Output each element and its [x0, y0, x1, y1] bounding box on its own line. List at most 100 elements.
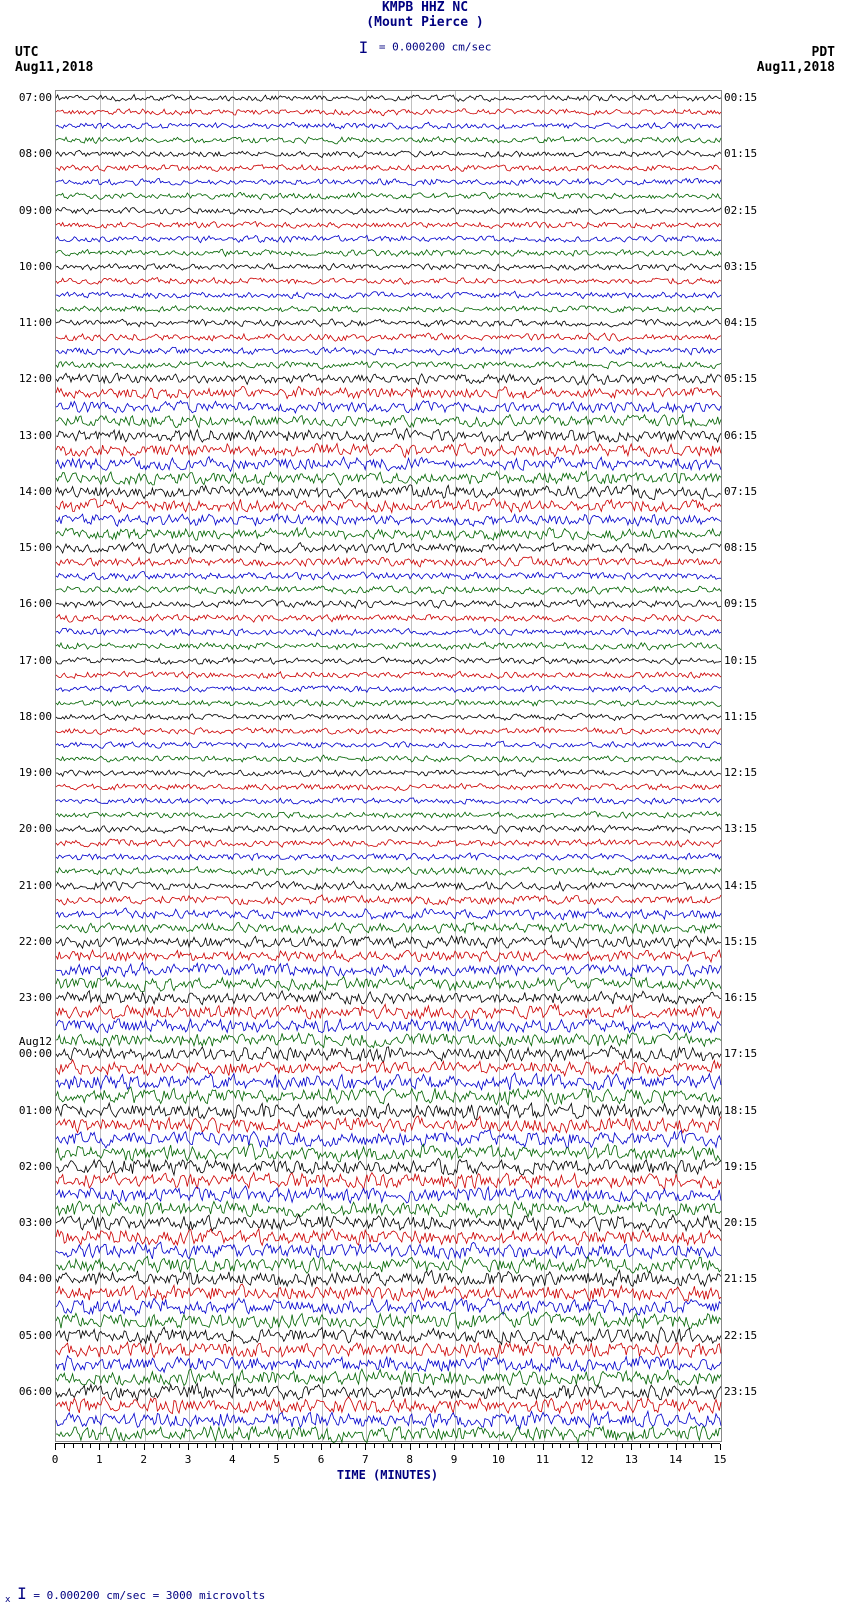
x-tick-minor — [614, 1444, 615, 1448]
x-tick-minor — [560, 1444, 561, 1448]
x-tick — [498, 1444, 499, 1450]
seismic-trace — [56, 492, 721, 493]
x-tick-minor — [108, 1444, 109, 1448]
pdt-time-label: 00:15 — [724, 91, 784, 104]
x-axis-line — [55, 1443, 720, 1444]
seismic-trace — [56, 1336, 721, 1337]
seismic-trace — [56, 1307, 721, 1308]
seismic-trace — [56, 646, 721, 647]
seismic-trace — [56, 562, 721, 563]
pdt-time-label: 23:15 — [724, 1385, 784, 1398]
x-tick-minor — [649, 1444, 650, 1448]
x-tick-minor — [64, 1444, 65, 1448]
pdt-time-label: 13:15 — [724, 822, 784, 835]
seismogram-plot — [55, 90, 722, 1442]
x-tick-label: 3 — [185, 1453, 192, 1466]
x-tick-minor — [348, 1444, 349, 1448]
seismic-trace — [56, 464, 721, 465]
seismic-trace — [56, 520, 721, 521]
seismic-trace — [56, 1068, 721, 1069]
x-tick-label: 14 — [669, 1453, 682, 1466]
x-tick — [410, 1444, 411, 1450]
x-tick-label: 6 — [318, 1453, 325, 1466]
grid-line — [278, 91, 279, 1441]
seismic-trace — [56, 759, 721, 760]
seismic-trace — [56, 211, 721, 212]
x-tick — [188, 1444, 189, 1450]
x-tick-minor — [170, 1444, 171, 1448]
seismic-trace — [56, 365, 721, 366]
seismic-trace — [56, 590, 721, 591]
seismic-trace — [56, 1209, 721, 1210]
grid-line — [100, 91, 101, 1441]
seismic-trace — [56, 1265, 721, 1266]
x-tick-minor — [472, 1444, 473, 1448]
x-tick-label: 1 — [96, 1453, 103, 1466]
x-tick-minor — [82, 1444, 83, 1448]
utc-time-label: 13:00 — [2, 429, 52, 442]
utc-time-label: 16:00 — [2, 597, 52, 610]
seismic-trace — [56, 871, 721, 872]
seismic-trace — [56, 1321, 721, 1322]
seismic-trace — [56, 182, 721, 183]
x-tick — [55, 1444, 56, 1450]
seismic-trace — [56, 534, 721, 535]
pdt-time-label: 17:15 — [724, 1047, 784, 1060]
x-tick-label: 8 — [406, 1453, 413, 1466]
grid-line — [189, 91, 190, 1441]
utc-time-label: 05:00 — [2, 1329, 52, 1342]
scale-text: = 0.000200 cm/sec — [379, 41, 492, 54]
seismic-trace — [56, 745, 721, 746]
seismic-trace — [56, 168, 721, 169]
seismic-trace — [56, 421, 721, 422]
seismic-trace — [56, 309, 721, 310]
x-tick-minor — [569, 1444, 570, 1448]
x-tick-minor — [117, 1444, 118, 1448]
seismic-trace — [56, 450, 721, 451]
x-tick-minor — [463, 1444, 464, 1448]
pdt-time-label: 04:15 — [724, 316, 784, 329]
x-tick-minor — [374, 1444, 375, 1448]
seismic-trace — [56, 618, 721, 619]
x-tick-minor — [330, 1444, 331, 1448]
x-tick-label: 4 — [229, 1453, 236, 1466]
seismic-trace — [56, 407, 721, 408]
x-tick-minor — [286, 1444, 287, 1448]
x-axis-title: TIME (MINUTES) — [337, 1468, 438, 1482]
pdt-time-label: 18:15 — [724, 1104, 784, 1117]
x-axis: TIME (MINUTES) 0123456789101112131415 — [55, 1440, 720, 1470]
seismic-trace — [56, 675, 721, 676]
x-tick-minor — [578, 1444, 579, 1448]
pdt-time-label: 21:15 — [724, 1272, 784, 1285]
timezone-right: PDT — [812, 45, 835, 60]
pdt-time-label: 16:15 — [724, 991, 784, 1004]
seismic-trace — [56, 337, 721, 338]
x-tick-minor — [596, 1444, 597, 1448]
x-tick-minor — [693, 1444, 694, 1448]
x-tick-minor — [161, 1444, 162, 1448]
x-tick — [321, 1444, 322, 1450]
x-tick-minor — [197, 1444, 198, 1448]
seismic-trace — [56, 787, 721, 788]
seismic-trace — [56, 351, 721, 352]
x-tick-minor — [215, 1444, 216, 1448]
seismic-trace — [56, 1181, 721, 1182]
x-tick-minor — [419, 1444, 420, 1448]
grid-line — [544, 91, 545, 1441]
station-location: (Mount Pierce ) — [366, 15, 483, 30]
seismic-trace — [56, 267, 721, 268]
seismic-trace — [56, 154, 721, 155]
pdt-time-label: 15:15 — [724, 935, 784, 948]
x-tick-minor — [73, 1444, 74, 1448]
seismic-trace — [56, 942, 721, 943]
seismic-trace — [56, 576, 721, 577]
seismic-trace — [56, 914, 721, 915]
seismic-trace — [56, 140, 721, 141]
x-tick — [365, 1444, 366, 1450]
x-tick-minor — [294, 1444, 295, 1448]
utc-time-label: 12:00 — [2, 372, 52, 385]
seismic-trace — [56, 1125, 721, 1126]
x-tick-minor — [259, 1444, 260, 1448]
seismic-trace — [56, 281, 721, 282]
date-right: Aug11,2018 — [757, 60, 835, 75]
